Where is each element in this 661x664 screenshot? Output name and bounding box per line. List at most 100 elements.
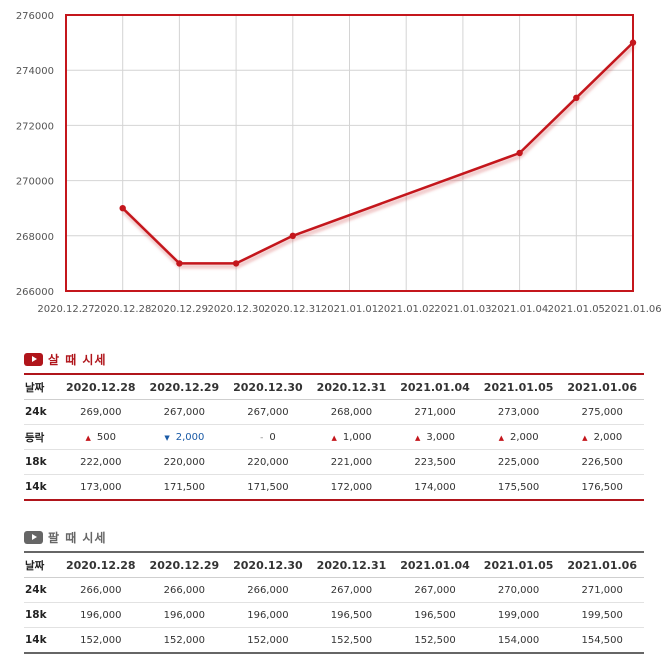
data-point xyxy=(573,94,580,102)
up-arrow-icon: ▲ xyxy=(331,433,337,442)
cell-value: 267,000 xyxy=(414,584,456,596)
cell-value: 2,000 xyxy=(175,431,205,443)
cell-value: 267,000 xyxy=(247,406,289,418)
data-point xyxy=(516,149,523,157)
y-tick-label: 276000 xyxy=(16,11,54,22)
price-cell: 266,000 xyxy=(143,578,227,603)
price-cell: 221,000 xyxy=(310,450,394,475)
cell-value: 266,000 xyxy=(247,584,289,596)
cell-value: 275,000 xyxy=(581,406,623,418)
price-cell: 196,000 xyxy=(59,603,143,628)
price-cell: 152,000 xyxy=(226,628,310,654)
up-arrow-icon: ▲ xyxy=(498,433,504,442)
cell-value: 196,500 xyxy=(414,609,456,621)
cell-value: 1,000 xyxy=(342,431,372,443)
price-cell: 175,500 xyxy=(477,475,561,501)
cell-value: 271,000 xyxy=(581,584,623,596)
cell-value: 0 xyxy=(269,431,276,443)
date-column-header: 날짜 xyxy=(25,559,45,572)
up-arrow-icon: ▲ xyxy=(85,433,91,442)
date-header-cell: 2021.01.05 xyxy=(483,558,554,572)
price-cell: 171,500 xyxy=(143,475,227,501)
buy-price-header: 살 때 시세 xyxy=(24,349,644,369)
cell-value: 269,000 xyxy=(80,406,122,418)
price-cell: ▼ 2,000 xyxy=(143,425,227,450)
sell-price-title: 팔 때 시세 xyxy=(48,530,107,545)
x-tick-label: 2020.12.28 xyxy=(94,304,151,315)
cell-value: 2,000 xyxy=(509,431,539,443)
data-point xyxy=(232,260,240,267)
price-cell: 268,000 xyxy=(310,400,394,425)
table-row: 14k 152,000 152,000 152,000 152,500 152,500 15… xyxy=(24,628,644,654)
price-cell: 220,000 xyxy=(226,450,310,475)
price-cell: 266,000 xyxy=(59,578,143,603)
price-cell: 199,500 xyxy=(560,603,644,628)
price-cell: ▲ 2,000 xyxy=(560,425,644,450)
cell-value: 223,500 xyxy=(414,456,456,468)
cell-value: 199,500 xyxy=(581,609,623,621)
date-header-cell: 2020.12.30 xyxy=(233,380,303,394)
x-tick-label: 2021.01.01 xyxy=(321,304,378,315)
date-header-cell: 2020.12.28 xyxy=(65,558,136,572)
price-cell: 223,500 xyxy=(393,450,477,475)
price-cell: 271,000 xyxy=(560,578,644,603)
cell-value: 196,000 xyxy=(163,609,206,621)
price-cell: 154,000 xyxy=(477,628,561,654)
cell-value: 152,500 xyxy=(414,634,456,646)
cell-value: 266,000 xyxy=(80,584,122,596)
date-header-cell: 2020.12.29 xyxy=(149,380,220,394)
date-header-cell: 2020.12.29 xyxy=(149,558,220,572)
sell-table-header-row: 날짜 2020.12.28 2020.12.29 2020.12.30 2020.12.… xyxy=(24,552,644,578)
cell-value: 196,000 xyxy=(247,609,289,621)
table-row: 24k 269,000 267,000 267,000 268,000 271,000 27… xyxy=(24,400,644,425)
cell-value: 225,000 xyxy=(497,456,540,468)
date-header-cell: 2020.12.28 xyxy=(65,380,136,394)
series-line-shadow xyxy=(122,44,636,268)
data-point xyxy=(176,260,183,267)
price-cell: 270,000 xyxy=(477,578,561,603)
cell-value: 3,000 xyxy=(426,431,456,443)
cell-value: 154,500 xyxy=(581,634,623,646)
price-cell: 196,500 xyxy=(310,603,394,628)
x-tick-label: 2021.01.02 xyxy=(378,304,435,315)
price-cell: 152,500 xyxy=(393,628,477,654)
price-cell: 172,000 xyxy=(310,475,394,501)
y-tick-label: 270000 xyxy=(16,177,54,188)
sell-price-header: 팔 때 시세 xyxy=(24,527,644,547)
row-label: 등락 xyxy=(25,431,45,444)
price-cell: 152,000 xyxy=(143,628,227,654)
x-tick-label: 2020.12.27 xyxy=(37,304,94,315)
price-cell: 267,000 xyxy=(393,578,477,603)
cell-value: 220,000 xyxy=(163,456,206,468)
cell-value: 220,000 xyxy=(247,456,289,468)
row-label: 14k xyxy=(25,481,47,493)
cell-value: 267,000 xyxy=(330,584,373,596)
date-header-cell: 2021.01.05 xyxy=(483,380,554,394)
price-cell: 266,000 xyxy=(226,578,310,603)
date-header-cell: 2021.01.04 xyxy=(400,558,470,572)
row-label: 18k xyxy=(25,609,47,621)
price-cell: 271,000 xyxy=(393,400,477,425)
cell-value: 152,000 xyxy=(80,634,122,646)
up-arrow-icon: ▲ xyxy=(582,433,588,442)
cell-value: 152,000 xyxy=(163,634,206,646)
price-cell: ▲ 500 xyxy=(59,425,143,450)
cell-value: 196,500 xyxy=(330,609,373,621)
price-cell: 154,500 xyxy=(560,628,644,654)
price-cell: 196,000 xyxy=(226,603,310,628)
cell-value: 270,000 xyxy=(497,584,540,596)
cell-value: 266,000 xyxy=(163,584,206,596)
chart-gridlines xyxy=(65,14,634,292)
play-icon xyxy=(24,530,43,544)
chart-tick-labels: 2020.12.27 2020.12.28 2020.12.29 2020.12.30… xyxy=(16,11,661,315)
buy-table-header-row: 날짜 2020.12.28 2020.12.29 2020.12.30 2020.12.… xyxy=(24,374,644,400)
table-row: 18k 196,000 196,000 196,000 196,500 196,500 19… xyxy=(24,603,644,628)
cell-value: 273,000 xyxy=(497,406,540,418)
price-cell: 273,000 xyxy=(477,400,561,425)
plot-frame xyxy=(65,14,634,292)
price-cell: 226,500 xyxy=(560,450,644,475)
down-arrow-icon: ▼ xyxy=(164,433,170,442)
table-row: 등락 ▲ 500 ▼ 2,000 -0 ▲ 1,000 ▲ 3,000 ▲ 2,000 ▲ 2,000 xyxy=(24,425,644,450)
cell-value: 2,000 xyxy=(593,431,623,443)
y-tick-label: 274000 xyxy=(16,66,54,77)
